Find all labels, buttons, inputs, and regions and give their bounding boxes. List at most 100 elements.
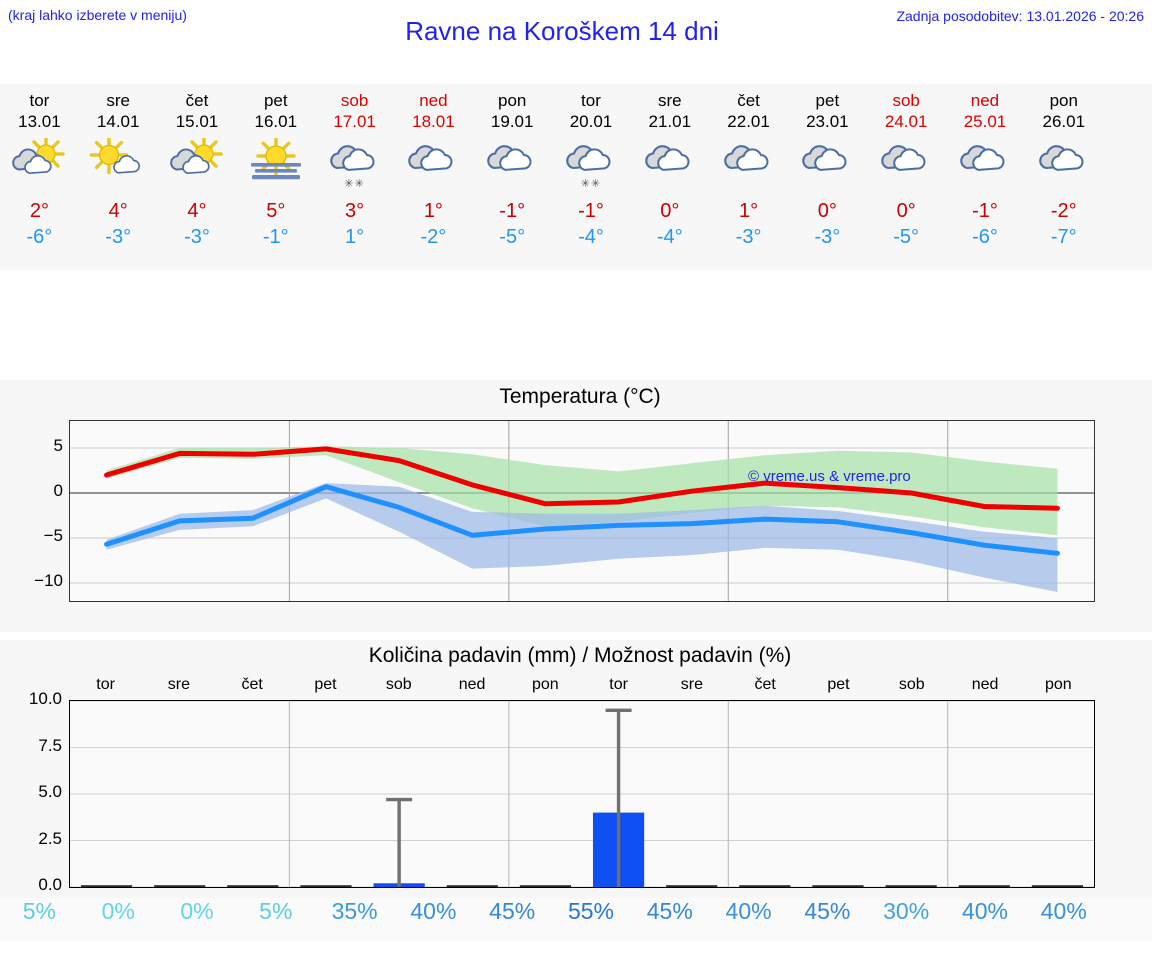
forecast-day-column[interactable]: sob 17.01 ✳✳ 3° 1° <box>315 84 394 270</box>
precipitation-probability: 0% <box>180 898 214 924</box>
day-name: tor <box>581 91 601 110</box>
temp-max: 2° <box>29 200 49 222</box>
day-date: 26.01 <box>1042 112 1086 131</box>
temp-max: 5° <box>266 200 286 222</box>
precipitation-day-label: sre <box>167 676 191 693</box>
precipitation-probability: 40% <box>1040 898 1087 924</box>
weather-icon-wrap <box>946 136 1025 188</box>
precipitation-probability: 55% <box>567 898 614 924</box>
precipitation-day-label: sob <box>385 676 412 693</box>
temp-min: -7° <box>1050 226 1077 248</box>
temp-min: -4° <box>656 226 683 248</box>
weather-icon-wrap <box>630 136 709 188</box>
temp-max: -1° <box>578 200 604 222</box>
forecast-day-column[interactable]: pet 23.01 0° -3° <box>788 84 867 270</box>
cloudy-icon <box>875 138 937 186</box>
temp-min: -3° <box>735 226 762 248</box>
day-date: 25.01 <box>963 112 1007 131</box>
temperature-y-tick: −5 <box>43 526 63 545</box>
precipitation-day-label: sob <box>898 676 925 693</box>
day-name: pet <box>263 91 288 110</box>
weather-icon-wrap <box>158 135 237 188</box>
temp-min: -3° <box>105 226 132 248</box>
temp-max: 4° <box>187 200 207 222</box>
forecast-day-column[interactable]: pet 16.01 5° -1° <box>236 84 315 270</box>
precipitation-probability: 35% <box>331 898 378 924</box>
day-date: 15.01 <box>175 112 219 131</box>
temp-min: -5° <box>499 226 526 248</box>
day-date: 20.01 <box>569 112 613 131</box>
precipitation-day-label: sre <box>680 676 704 693</box>
day-name: sre <box>106 91 130 110</box>
precipitation-y-tick: 2.5 <box>38 828 62 848</box>
forecast-day-column[interactable]: čet 22.01 1° -3° <box>709 84 788 270</box>
cloudy-icon <box>954 138 1016 186</box>
temp-min: -2° <box>420 226 447 248</box>
day-date: 16.01 <box>254 112 298 131</box>
weather-icon-wrap <box>0 135 79 188</box>
temp-max: -1° <box>499 200 526 222</box>
temp-max: 1° <box>739 200 759 222</box>
temp-min: -3° <box>184 226 210 248</box>
precipitation-day-label: tor <box>609 676 628 693</box>
weather-icon-wrap <box>473 136 552 188</box>
precipitation-plot-area <box>69 700 1095 888</box>
day-name: sob <box>892 91 920 110</box>
temperature-chart-title: Temperatura (°C) <box>499 385 661 408</box>
temp-max: 1° <box>423 200 443 222</box>
last-update-label: Zadnja posodobitev: 13.01.2026 - 20:26 <box>896 8 1144 24</box>
forecast-day-column[interactable]: tor 13.01 2° -6° <box>0 84 79 270</box>
day-date: 19.01 <box>490 112 534 131</box>
weather-icon-wrap <box>709 136 788 188</box>
day-name: čet <box>185 91 209 110</box>
page-title: Ravne na Koroškem 14 dni <box>405 16 719 46</box>
day-date: 14.01 <box>96 112 140 131</box>
forecast-day-column[interactable]: ned 18.01 1° -2° <box>394 84 473 270</box>
forecast-day-strip: tor 13.01 2° -6° sre 14.01 4° -3° čet 15.01 4° -… <box>0 84 1152 270</box>
page-header: (kraj lahko izberete v meniju) Ravne na … <box>0 0 1152 72</box>
precipitation-day-label: pet <box>314 676 337 693</box>
precipitation-probability-row: 5% 0% 0% 5% 35% 40% 45% 55% 45% 40% 45% 30% 40% 40% <box>0 898 1152 942</box>
day-date: 17.01 <box>333 112 376 131</box>
forecast-day-column[interactable]: tor 20.01 ✳✳ -1° -4° <box>552 84 631 270</box>
precipitation-chart-panel: Količina padavin (mm) / Možnost padavin … <box>0 640 1152 940</box>
forecast-day-column[interactable]: čet 15.01 4° -3° <box>158 84 237 270</box>
forecast-day-column[interactable]: ned 25.01 -1° -6° <box>946 84 1025 270</box>
day-date: 21.01 <box>648 112 692 131</box>
precipitation-y-tick: 10.0 <box>28 689 62 708</box>
temp-min: 1° <box>345 226 365 248</box>
temp-min: -5° <box>893 226 920 248</box>
day-name: ned <box>970 91 1000 110</box>
temperature-chart-panel: Temperatura (°C) 5 0 −5 −10 © vreme.us & vr… <box>0 380 1152 632</box>
day-date: 18.01 <box>412 112 455 131</box>
forecast-day-column[interactable]: pon 19.01 -1° -5° <box>473 84 552 270</box>
day-date: 23.01 <box>806 112 849 131</box>
forecast-day-column[interactable]: pon 26.01 -2° -7° <box>1024 84 1103 270</box>
precipitation-day-label: čet <box>754 676 776 693</box>
temp-min: -6° <box>972 226 998 248</box>
precipitation-day-label: pet <box>827 676 850 693</box>
temp-min: -1° <box>262 226 289 248</box>
precipitation-probability: 5% <box>259 898 293 924</box>
precipitation-day-label: ned <box>971 676 999 693</box>
sun-behind-cloud-icon <box>166 135 228 186</box>
day-date: 13.01 <box>18 112 61 131</box>
day-name: sob <box>340 91 369 110</box>
precipitation-probability: 0% <box>101 898 135 924</box>
day-date: 22.01 <box>727 112 770 131</box>
sun-behind-small-cloud-icon <box>87 135 149 186</box>
snow-indicator-icon: ✳✳ <box>344 178 365 190</box>
temperature-series-svg <box>70 421 1094 601</box>
precipitation-probability: 30% <box>883 898 930 924</box>
precipitation-day-label: pon <box>531 676 559 693</box>
forecast-day-column[interactable]: sre 14.01 4° -3° <box>79 84 158 270</box>
copyright-label: © vreme.us & vreme.pro <box>748 468 911 485</box>
forecast-day-column[interactable]: sre 21.01 0° -4° <box>630 84 709 270</box>
day-name: tor <box>29 91 50 110</box>
temp-max: 0° <box>817 200 837 222</box>
precipitation-bars-svg <box>70 700 1094 888</box>
temp-min: -3° <box>814 226 841 248</box>
snow-indicator-icon: ✳✳ <box>580 178 602 190</box>
forecast-day-column[interactable]: sob 24.01 0° -5° <box>867 84 946 270</box>
precipitation-chart-title: Količina padavin (mm) / Možnost padavin … <box>368 644 792 667</box>
